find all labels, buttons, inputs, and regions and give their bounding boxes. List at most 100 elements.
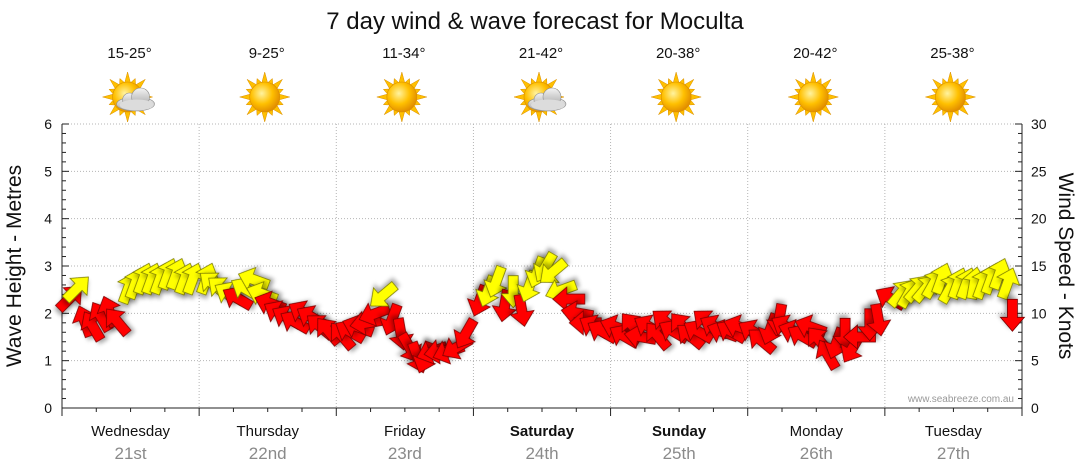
- temperature-label: 21-42°: [519, 45, 563, 62]
- right-tick-label: 15: [1031, 258, 1047, 274]
- left-tick-label: 1: [44, 353, 52, 369]
- cloud-shape: [527, 87, 567, 112]
- right-axis-label: Wind Speed - Knots: [1054, 173, 1077, 360]
- wind-arrows: [54, 250, 1026, 374]
- day-date-label: 26th: [800, 444, 833, 463]
- left-tick-label: 5: [44, 163, 52, 179]
- left-axis-label: Wave Height - Metres: [3, 165, 26, 367]
- left-tick-label: 6: [44, 116, 52, 132]
- day-date-label: 23rd: [388, 444, 422, 463]
- wind-arrow: [453, 317, 479, 349]
- right-tick-label: 25: [1031, 163, 1047, 179]
- temperature-row: 15-25° 9-25° 11-34° 21-42° 20-38° 20-42° 25-38…: [107, 45, 974, 62]
- sun-disc: [249, 81, 281, 113]
- right-tick-label: 5: [1031, 353, 1039, 369]
- day-date-label: 22nd: [249, 444, 287, 463]
- sun-ray: [672, 71, 680, 84]
- cloud-base: [119, 99, 154, 111]
- temperature-label: 20-38°: [656, 45, 700, 62]
- sun-disc: [935, 81, 966, 113]
- wind-arrow: [358, 302, 392, 327]
- grid: [62, 123, 1022, 408]
- wind-arrow: [317, 318, 343, 347]
- right-tick-label: 30: [1031, 116, 1047, 132]
- sun-ray: [809, 110, 817, 123]
- wind-arrow: [61, 276, 89, 304]
- partly-cloudy-icon: [101, 71, 155, 123]
- day-date-label: 24th: [525, 444, 558, 463]
- sun-ray: [535, 110, 543, 123]
- sun-disc: [797, 81, 829, 113]
- sunny-icon: [924, 71, 977, 123]
- temperature-label: 15-25°: [107, 45, 151, 62]
- left-tick-label: 3: [44, 258, 52, 274]
- day-name-label: Saturday: [510, 423, 575, 440]
- wind-arrow: [370, 281, 399, 307]
- right-tick-label: 10: [1031, 305, 1047, 321]
- sun-ray: [278, 93, 291, 101]
- sun-ray: [261, 71, 269, 84]
- sun-ray: [809, 71, 817, 84]
- sun-ray: [924, 93, 938, 101]
- axes: 0 1 2 3 4 5 6 0 5 10 15 20 25 30: [44, 116, 1047, 416]
- sun-ray: [415, 93, 428, 101]
- sun-ray: [398, 110, 406, 123]
- sun-ray: [650, 93, 663, 101]
- right-tick-label: 20: [1031, 211, 1047, 227]
- day-labels: Wednesday 21st Thursday 22nd Friday 23rd Satur…: [91, 423, 982, 463]
- wind-arrow: [540, 257, 569, 283]
- credit-text: www.seabreeze.com.au: [907, 394, 1014, 405]
- day-date-label: 21st: [115, 444, 147, 463]
- sun-ray: [535, 71, 543, 84]
- wind-arrow: [509, 293, 535, 327]
- sunny-icon: [650, 71, 703, 123]
- sun-ray: [963, 93, 977, 101]
- temperature-label: 9-25°: [249, 45, 285, 62]
- sun-ray: [124, 71, 131, 84]
- temperature-label: 20-42°: [793, 45, 837, 62]
- wind-arrow: [842, 324, 876, 350]
- sunny-icon: [375, 71, 428, 123]
- day-name-label: Monday: [790, 423, 844, 440]
- day-name-label: Tuesday: [925, 423, 982, 440]
- sun-ray: [261, 110, 269, 123]
- left-tick-label: 4: [44, 211, 52, 227]
- cloud-base: [531, 99, 565, 111]
- sun-ray: [947, 71, 954, 84]
- wind-arrow: [106, 308, 132, 338]
- left-tick-label: 2: [44, 305, 52, 321]
- sunny-icon: [787, 71, 840, 123]
- sun-ray: [124, 110, 131, 123]
- partly-cloudy-icon: [513, 71, 567, 123]
- temperature-label: 25-38°: [930, 45, 974, 62]
- sun-ray: [101, 93, 115, 101]
- weather-icon-row: [101, 71, 977, 123]
- sun-disc: [386, 81, 418, 113]
- right-tick-label: 0: [1031, 400, 1039, 416]
- day-name-label: Wednesday: [91, 423, 170, 440]
- sun-ray: [947, 110, 954, 123]
- day-name-label: Friday: [384, 423, 426, 440]
- wind-arrow: [999, 298, 1026, 332]
- temperature-label: 11-34°: [382, 45, 425, 62]
- sun-ray: [238, 93, 252, 101]
- sun-ray: [689, 93, 703, 101]
- sun-ray: [513, 93, 526, 101]
- sun-disc: [660, 81, 692, 113]
- sun-ray: [672, 110, 680, 123]
- sun-ray: [787, 93, 800, 101]
- wind-arrow: [865, 302, 892, 337]
- sun-ray: [826, 93, 840, 101]
- wind-arrow: [483, 264, 508, 298]
- day-date-label: 25th: [663, 444, 696, 463]
- left-tick-label: 0: [44, 400, 52, 416]
- sunny-icon: [238, 71, 291, 123]
- chart-title: 7 day wind & wave forecast for Moculta: [326, 8, 744, 35]
- sun-ray: [375, 93, 389, 101]
- wind-arrow: [996, 267, 1021, 301]
- day-date-label: 27th: [937, 444, 970, 463]
- cloud-shape: [116, 87, 155, 112]
- sun-rays: [238, 71, 291, 123]
- day-name-label: Thursday: [236, 423, 299, 440]
